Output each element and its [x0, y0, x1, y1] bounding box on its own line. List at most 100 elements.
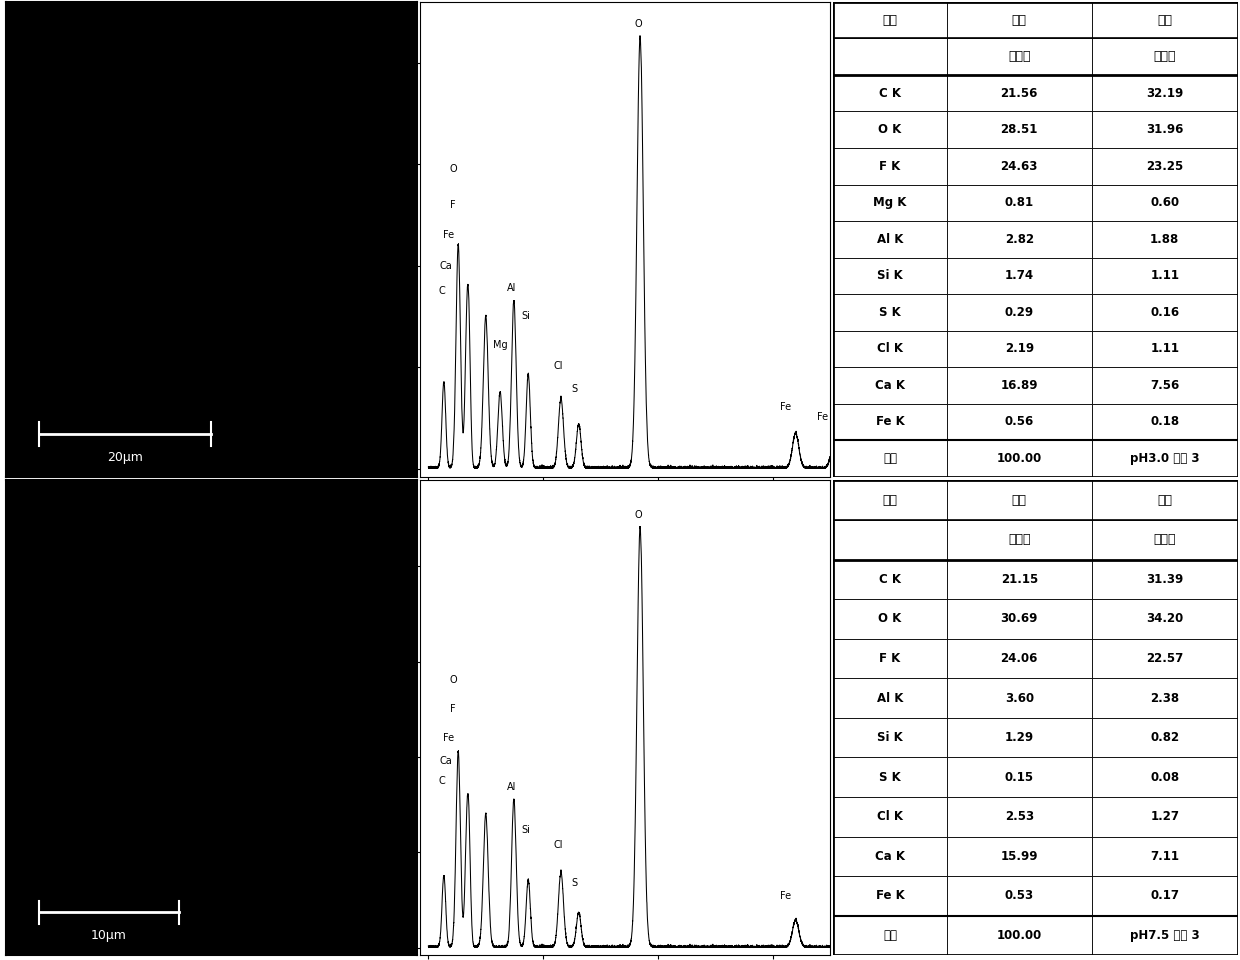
- Bar: [1092, 916, 1238, 955]
- Text: 1.11: 1.11: [1151, 343, 1179, 355]
- Bar: [1092, 330, 1238, 367]
- Text: 21.56: 21.56: [1001, 86, 1038, 100]
- Bar: [946, 440, 1092, 477]
- Text: 20μm: 20μm: [107, 450, 143, 464]
- Text: 百分比: 百分比: [1153, 534, 1176, 546]
- Bar: [833, 638, 946, 679]
- Text: O: O: [450, 676, 458, 685]
- Bar: [833, 367, 946, 403]
- Text: O K: O K: [878, 612, 901, 625]
- Bar: [833, 599, 946, 638]
- Bar: [946, 836, 1092, 876]
- Bar: [833, 148, 946, 184]
- Text: O: O: [635, 19, 642, 30]
- Text: 0.60: 0.60: [1151, 196, 1179, 209]
- Text: 31.96: 31.96: [1146, 123, 1183, 136]
- Bar: [946, 599, 1092, 638]
- Text: Ca K: Ca K: [875, 850, 905, 863]
- Text: Al K: Al K: [877, 691, 903, 705]
- Text: 0.56: 0.56: [1004, 416, 1034, 428]
- Text: Ca K: Ca K: [875, 379, 905, 392]
- Bar: [1092, 440, 1238, 477]
- Text: 原子: 原子: [1157, 493, 1172, 507]
- Bar: [946, 757, 1092, 797]
- Text: Fe: Fe: [780, 891, 791, 900]
- Bar: [1092, 718, 1238, 757]
- Bar: [1092, 599, 1238, 638]
- Text: 总量: 总量: [883, 452, 897, 465]
- Bar: [1092, 757, 1238, 797]
- Bar: [946, 916, 1092, 955]
- Text: pH3.0 谱图 3: pH3.0 谱图 3: [1130, 452, 1199, 465]
- Text: 15.99: 15.99: [1001, 850, 1038, 863]
- Text: 重量: 重量: [1012, 13, 1027, 27]
- Text: 百分比: 百分比: [1153, 50, 1176, 63]
- Text: F: F: [450, 704, 455, 714]
- Bar: [946, 367, 1092, 403]
- Text: Fe K: Fe K: [875, 416, 904, 428]
- Bar: [833, 2, 946, 38]
- Bar: [946, 38, 1092, 75]
- Text: F K: F K: [879, 652, 900, 665]
- Bar: [946, 111, 1092, 148]
- Bar: [1092, 638, 1238, 679]
- Bar: [1092, 148, 1238, 184]
- Text: 1.27: 1.27: [1151, 810, 1179, 824]
- Text: Cl: Cl: [553, 840, 563, 851]
- Bar: [833, 916, 946, 955]
- Bar: [833, 718, 946, 757]
- Bar: [1092, 520, 1238, 560]
- Text: 34.20: 34.20: [1146, 612, 1183, 625]
- Bar: [946, 520, 1092, 560]
- Bar: [946, 679, 1092, 718]
- Bar: [946, 330, 1092, 367]
- Bar: [833, 480, 946, 520]
- Bar: [1092, 480, 1238, 520]
- Text: 1.11: 1.11: [1151, 270, 1179, 282]
- Text: S: S: [572, 877, 578, 887]
- Bar: [833, 184, 946, 221]
- Bar: [833, 38, 946, 75]
- Text: 0.82: 0.82: [1151, 732, 1179, 744]
- Bar: [946, 560, 1092, 599]
- Bar: [833, 75, 946, 111]
- Bar: [833, 836, 946, 876]
- Text: Cl: Cl: [553, 361, 563, 372]
- Bar: [946, 797, 1092, 836]
- Bar: [1092, 294, 1238, 330]
- Bar: [946, 75, 1092, 111]
- Bar: [833, 679, 946, 718]
- Text: Mg: Mg: [492, 340, 507, 349]
- Text: 7.11: 7.11: [1151, 850, 1179, 863]
- Text: 23.25: 23.25: [1146, 159, 1183, 173]
- Text: 0.81: 0.81: [1004, 196, 1034, 209]
- Text: 1.88: 1.88: [1151, 232, 1179, 246]
- Text: 30.69: 30.69: [1001, 612, 1038, 625]
- Text: O K: O K: [878, 123, 901, 136]
- Text: 24.06: 24.06: [1001, 652, 1038, 665]
- Bar: [1092, 876, 1238, 916]
- Bar: [833, 560, 946, 599]
- Text: Si: Si: [521, 311, 531, 322]
- Text: 32.19: 32.19: [1146, 86, 1183, 100]
- Text: C: C: [438, 286, 445, 296]
- Bar: [1092, 184, 1238, 221]
- Text: Ca: Ca: [440, 756, 453, 766]
- Bar: [946, 148, 1092, 184]
- Text: 24.63: 24.63: [1001, 159, 1038, 173]
- Bar: [1092, 2, 1238, 38]
- Bar: [1092, 836, 1238, 876]
- Bar: [1092, 679, 1238, 718]
- Text: 22.57: 22.57: [1146, 652, 1183, 665]
- Text: Fe: Fe: [443, 732, 454, 743]
- Text: 百分比: 百分比: [1008, 534, 1030, 546]
- Text: S: S: [572, 385, 578, 395]
- Text: O: O: [635, 511, 642, 520]
- Bar: [946, 294, 1092, 330]
- Bar: [946, 184, 1092, 221]
- Bar: [1092, 38, 1238, 75]
- Text: Si K: Si K: [877, 732, 903, 744]
- Text: 重量: 重量: [1012, 493, 1027, 507]
- Text: 0.15: 0.15: [1004, 771, 1034, 783]
- Text: Cl K: Cl K: [877, 810, 903, 824]
